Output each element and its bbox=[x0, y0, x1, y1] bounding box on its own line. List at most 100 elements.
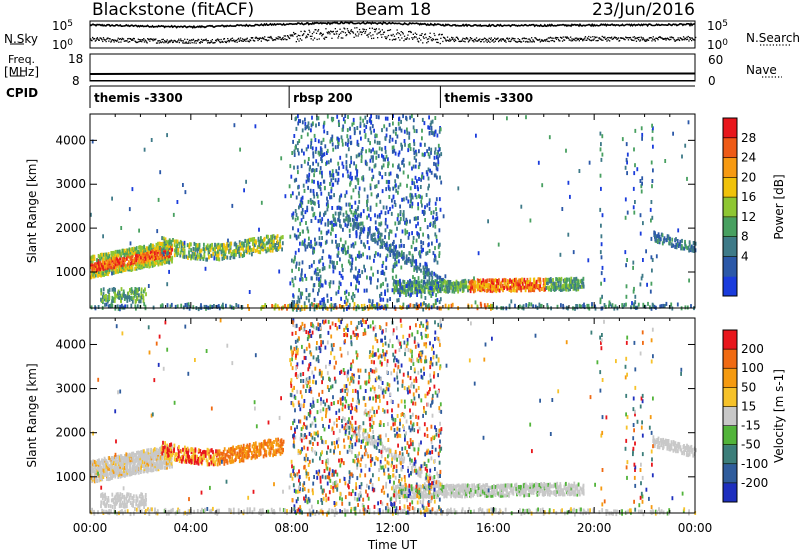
nsearch-dot bbox=[114, 39, 116, 41]
power-point bbox=[318, 227, 321, 232]
power-point bbox=[402, 210, 405, 215]
power-point bbox=[298, 139, 301, 143]
power-point bbox=[274, 303, 277, 308]
nsearch-dot bbox=[538, 39, 540, 41]
power-point bbox=[422, 307, 425, 312]
power-point bbox=[423, 275, 425, 280]
power-point bbox=[102, 287, 105, 292]
power-point bbox=[546, 285, 549, 290]
power-point bbox=[451, 282, 453, 286]
nsearch-dot bbox=[645, 40, 648, 42]
nsearch-dot bbox=[277, 36, 279, 38]
power-point bbox=[391, 145, 394, 150]
power-point bbox=[386, 298, 389, 303]
power-point bbox=[135, 248, 138, 253]
power-point bbox=[203, 252, 206, 257]
power-point bbox=[686, 246, 689, 251]
power-data-points bbox=[90, 114, 697, 312]
power-point bbox=[661, 241, 664, 246]
power-point bbox=[435, 197, 438, 202]
nsearch-dot bbox=[293, 33, 295, 35]
power-point bbox=[439, 284, 442, 288]
power-point bbox=[367, 306, 370, 311]
power-point bbox=[108, 287, 111, 292]
power-point bbox=[363, 227, 366, 232]
nsearch-dot bbox=[490, 38, 492, 41]
power-point bbox=[464, 281, 467, 286]
power-point bbox=[134, 258, 137, 263]
power-point bbox=[393, 200, 396, 204]
power-point bbox=[160, 261, 162, 266]
power-point bbox=[371, 299, 374, 304]
nsearch-dot bbox=[620, 37, 622, 39]
power-point bbox=[97, 262, 100, 266]
power-point bbox=[248, 290, 251, 294]
nsearch-dot bbox=[461, 39, 463, 41]
power-point bbox=[310, 123, 313, 128]
nsearch-dot bbox=[310, 38, 312, 40]
power-point bbox=[427, 268, 430, 273]
nsearch-dot bbox=[246, 37, 248, 39]
nsearch-dot bbox=[684, 37, 686, 39]
nsearch-dot bbox=[298, 40, 300, 42]
power-point bbox=[276, 234, 279, 239]
nsearch-dot bbox=[295, 41, 297, 43]
power-point bbox=[435, 282, 437, 287]
power-point bbox=[364, 244, 366, 249]
power-point bbox=[428, 201, 431, 206]
nsearch-dot bbox=[463, 40, 465, 42]
power-point bbox=[127, 249, 130, 254]
nsearch-dot bbox=[659, 36, 661, 38]
power-point bbox=[692, 241, 695, 245]
power-point bbox=[490, 306, 492, 311]
power-point bbox=[398, 150, 401, 155]
power-point bbox=[428, 154, 431, 159]
power-point bbox=[350, 263, 353, 267]
velocity-point bbox=[140, 452, 143, 457]
velocity-point bbox=[109, 476, 111, 481]
nsearch-dot bbox=[351, 31, 353, 33]
power-point bbox=[369, 141, 371, 146]
nsearch-dot bbox=[424, 33, 427, 35]
power-point bbox=[287, 304, 290, 308]
nsearch-dot bbox=[192, 39, 194, 41]
power-point bbox=[312, 250, 314, 255]
velocity-point bbox=[120, 460, 123, 465]
nsearch-dot bbox=[307, 33, 309, 35]
power-point bbox=[425, 170, 428, 175]
power-point bbox=[143, 254, 146, 259]
power-point bbox=[229, 304, 232, 309]
power-point bbox=[369, 276, 371, 281]
power-point bbox=[121, 293, 124, 298]
power-point bbox=[413, 286, 416, 291]
power-point bbox=[135, 289, 137, 294]
power-point bbox=[196, 243, 199, 248]
velocity-point bbox=[92, 461, 94, 466]
power-point bbox=[138, 245, 140, 250]
power-point bbox=[572, 250, 575, 255]
power-point bbox=[678, 242, 681, 247]
power-point bbox=[318, 268, 321, 273]
power-point bbox=[570, 279, 572, 284]
power-point bbox=[483, 285, 486, 290]
power-point bbox=[126, 295, 129, 300]
power-point bbox=[130, 261, 132, 266]
power-point bbox=[624, 165, 627, 170]
nsearch-dot bbox=[132, 39, 134, 41]
power-point bbox=[366, 194, 369, 199]
power-point bbox=[326, 306, 329, 311]
velocity-point bbox=[143, 449, 145, 454]
power-point bbox=[100, 262, 103, 267]
power-point bbox=[262, 247, 265, 252]
power-point bbox=[220, 249, 223, 254]
power-point bbox=[315, 123, 317, 128]
power-point bbox=[322, 306, 324, 311]
nsearch-dot bbox=[449, 38, 451, 40]
power-point bbox=[417, 276, 420, 281]
power-point bbox=[519, 286, 521, 291]
nsearch-dot bbox=[249, 39, 251, 41]
power-point bbox=[289, 234, 292, 239]
power-point bbox=[412, 125, 415, 130]
nsearch-dot bbox=[567, 37, 569, 39]
nsearch-dot bbox=[531, 41, 533, 43]
